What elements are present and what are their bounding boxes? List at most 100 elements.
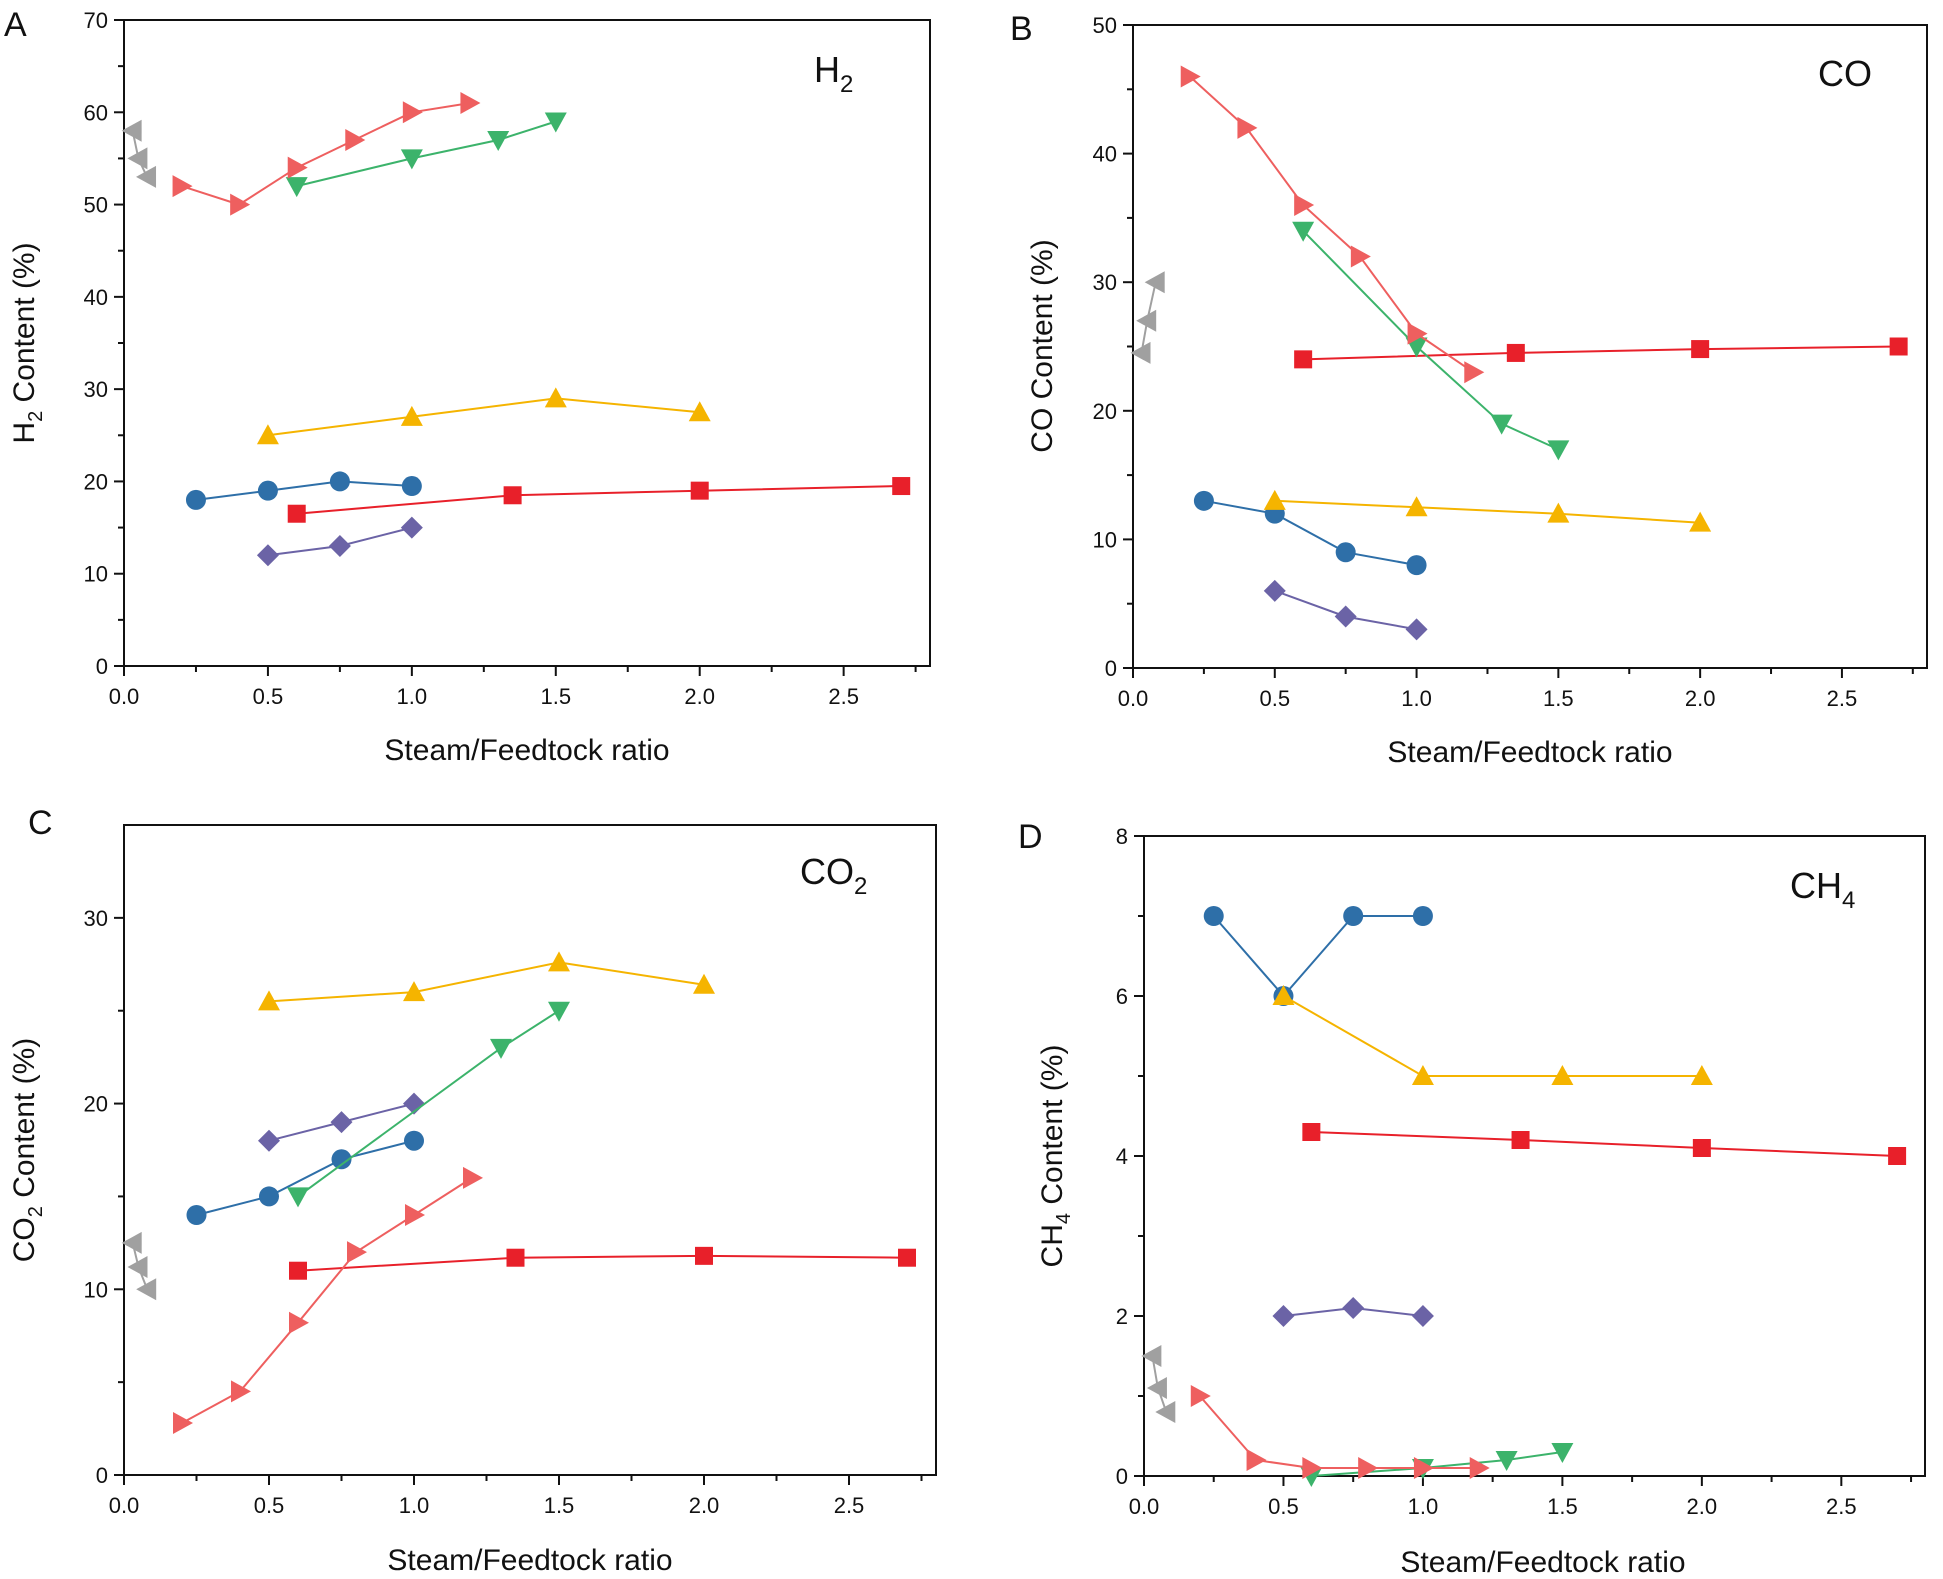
panel-a-point-salmon-triangle-right — [230, 193, 251, 216]
panel-b-series-line-yellow-triangle-up — [1274, 499, 1701, 524]
panel-a-point-gray-triangle-left — [121, 119, 142, 142]
panel-c-point-yellow-triangle-up — [548, 951, 570, 972]
panel-d-point-gray-triangle-left — [1146, 1377, 1167, 1399]
panel-a-y-tick-label: 40 — [84, 285, 108, 310]
panel-a-y-tick-label: 20 — [84, 469, 108, 494]
panel-d-point-salmon-triangle-right — [1302, 1457, 1323, 1479]
panel-b-point-yellow-triangle-up — [1405, 496, 1428, 517]
panel-b-x-tick-label: 1.5 — [1543, 686, 1574, 711]
panel-d-point-yellow-triangle-up — [1551, 1065, 1574, 1085]
panel-b-x-tick-label: 1.0 — [1401, 686, 1432, 711]
panel-a-series-line-blue-circle — [195, 480, 412, 501]
panel-c-species-label: CO2 — [800, 851, 867, 900]
panel-c-series-gray-triangle-left — [121, 1231, 157, 1301]
panel-c-point-gray-triangle-left — [121, 1231, 142, 1254]
panel-d-point-yellow-triangle-up — [1272, 985, 1295, 1005]
panel-c-point-yellow-triangle-up — [403, 981, 425, 1002]
panel-a-series-purple-diamond — [256, 516, 423, 567]
panel-a-y-label-post: Content (%) — [8, 242, 41, 410]
panel-c-point-purple-diamond — [258, 1129, 280, 1152]
panel-c-point-gray-triangle-left — [127, 1256, 148, 1278]
panel-b-point-purple-diamond — [1263, 579, 1286, 602]
panel-a-point-red-square — [287, 504, 306, 523]
panel-d-series-gray-triangle-left — [1141, 1345, 1176, 1423]
panel-d-point-blue-circle — [1343, 906, 1364, 926]
panel-c-series-line-yellow-triangle-up — [268, 961, 705, 1003]
panel-a-point-yellow-triangle-up — [400, 405, 423, 426]
panel-d-point-gray-triangle-left — [1155, 1401, 1176, 1423]
panel-a-point-blue-circle — [329, 471, 350, 492]
panel-b-y-axis-label: CO Content (%) — [1026, 239, 1059, 452]
panel-b-point-red-square — [1294, 350, 1313, 369]
panel-a-y-tick-label: 30 — [84, 377, 108, 402]
panel-b-point-salmon-triangle-right — [1237, 116, 1258, 139]
panel-a-series-red-square — [287, 477, 911, 523]
panel-c-series-yellow-triangle-up — [258, 951, 715, 1011]
panel-b-marks: 0.0 0.5 1.0 1.5 2.0 2.5 0 10 20 30 40 50 — [1093, 13, 1914, 711]
panel-a-series-yellow-triangle-up — [256, 387, 711, 445]
panel-d-series-line-blue-circle — [1212, 915, 1423, 998]
panel-d-point-gray-triangle-left — [1141, 1345, 1162, 1367]
panel-d-point-yellow-triangle-up — [1411, 1065, 1434, 1085]
panel-d-point-purple-diamond — [1272, 1305, 1295, 1327]
panel-b-point-salmon-triangle-right — [1350, 245, 1371, 268]
panel-c-point-gray-triangle-left — [136, 1278, 157, 1301]
panel-a-y-label-pre: H — [8, 422, 41, 444]
panel-b-point-red-square — [1691, 340, 1710, 359]
panel-d-series-line-red-square — [1311, 1131, 1898, 1157]
panel-d-y-label-post: Content (%) — [1036, 1045, 1069, 1213]
panel-b-point-blue-circle — [1335, 542, 1356, 563]
panel-c-y-label-post: Content (%) — [8, 1038, 41, 1206]
panel-a-x-tick-label: 1.5 — [540, 684, 571, 709]
panel-c-point-blue-circle — [331, 1149, 352, 1170]
panel-a-point-yellow-triangle-up — [688, 401, 711, 422]
panel-d-series-salmon-triangle-right — [1190, 1385, 1490, 1479]
panel-b-y-tick-label: 30 — [1093, 270, 1117, 295]
panel-b-species-main: CO — [1818, 53, 1872, 94]
panel-c-y-label-sub: 2 — [25, 1206, 47, 1217]
panel-c-point-salmon-triangle-right — [405, 1204, 425, 1226]
panel-b-series-line-green-triangle-down — [1302, 230, 1559, 451]
panel-c-point-blue-circle — [259, 1186, 279, 1207]
panel-d-point-green-triangle-down — [1551, 1443, 1574, 1463]
panel-b-point-red-square — [1506, 343, 1525, 362]
panel-a-point-green-triangle-down — [487, 130, 510, 151]
panel-a-point-purple-diamond — [328, 535, 351, 558]
panel-b-series-yellow-triangle-up — [1263, 489, 1712, 532]
panel-c-species-sub: 2 — [854, 873, 867, 900]
panel-a-series-line-green-triangle-down — [296, 120, 557, 188]
panel-c-plot-frame — [123, 824, 937, 1476]
panel-d-species-sub: 4 — [1842, 887, 1855, 914]
panel-b-y-tick-label: 40 — [1093, 142, 1117, 167]
panel-b-x-tick-label: 2.0 — [1685, 686, 1716, 711]
panel-a-letter: A — [4, 6, 27, 44]
panel-c-y-ticks: 0 10 20 30 — [84, 906, 124, 1488]
panel-c-x-tick-label: 0.0 — [109, 1493, 140, 1518]
panel-d-y-label-pre: CH — [1036, 1224, 1069, 1267]
panel-b-point-blue-circle — [1406, 555, 1427, 576]
panel-b: B 0.0 0.5 1.0 1.5 2.0 2.5 0 10 20 30 40 50 CO Steam… — [1010, 10, 1928, 769]
panel-b-series-gray-triangle-left — [1130, 271, 1165, 364]
panel-a-point-green-triangle-down — [544, 112, 567, 133]
panel-b-series-purple-diamond — [1263, 579, 1428, 641]
panel-a-x-axis-label: Steam/Feedtock ratio — [384, 734, 669, 767]
panel-b-series-salmon-triangle-right — [1180, 65, 1485, 384]
panel-a-plot-frame — [123, 19, 931, 667]
panel-c-y-label-pre: CO — [8, 1217, 41, 1262]
panel-b-point-yellow-triangle-up — [1689, 511, 1712, 532]
panel-a-y-axis-label: H2 Content (%) — [8, 242, 47, 443]
panel-d-y-tick-label: 4 — [1116, 1144, 1128, 1169]
panel-d-point-salmon-triangle-right — [1358, 1457, 1379, 1479]
panel-c-y-tick-label: 20 — [84, 1092, 108, 1117]
panel-c-x-tick-label: 0.5 — [254, 1493, 285, 1518]
panel-b-point-red-square — [1889, 337, 1908, 356]
panel-c-point-salmon-triangle-right — [289, 1311, 309, 1334]
panel-a-series-line-salmon-triangle-right — [181, 102, 470, 206]
panel-b-x-tick-label: 0.0 — [1118, 686, 1149, 711]
panel-a-y-tick-label: 0 — [96, 654, 108, 679]
panel-a-series-green-triangle-down — [285, 112, 567, 198]
panel-b-point-salmon-triangle-right — [1407, 322, 1428, 345]
panel-d-point-salmon-triangle-right — [1190, 1385, 1211, 1407]
